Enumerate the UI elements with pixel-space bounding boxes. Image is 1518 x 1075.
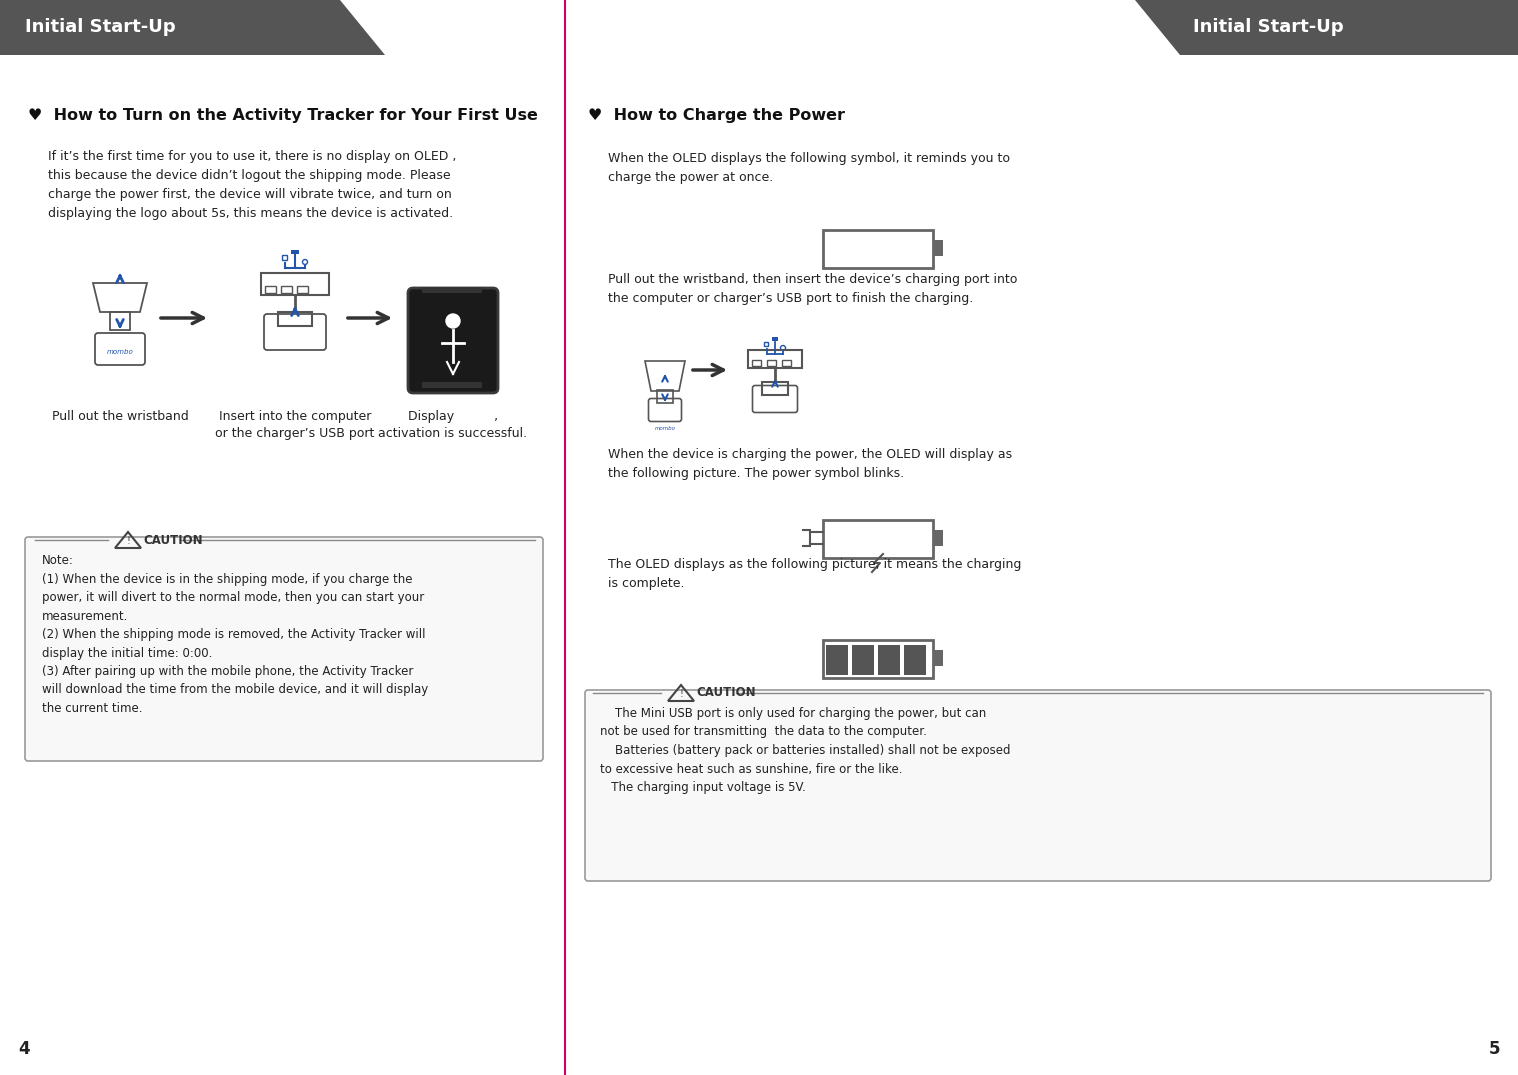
Bar (278, 312, 313, 326)
Text: 4: 4 (18, 1040, 30, 1058)
Text: !: ! (126, 536, 131, 546)
Bar (657, 390, 672, 403)
Bar (934, 240, 943, 256)
Bar (773, 336, 779, 341)
FancyBboxPatch shape (408, 288, 498, 393)
Bar (852, 645, 874, 675)
Text: The OLED displays as the following picture, it means the charging 
is complete.: The OLED displays as the following pictu… (609, 558, 1025, 590)
FancyBboxPatch shape (24, 538, 543, 761)
Text: If it’s the first time for you to use it, there is no display on OLED ,
this bec: If it’s the first time for you to use it… (49, 151, 457, 220)
Bar (298, 286, 308, 293)
Bar (877, 645, 900, 675)
Bar (934, 530, 943, 546)
Bar (762, 382, 788, 395)
Text: Insert into the computer
or the charger’s USB port: Insert into the computer or the charger’… (216, 410, 375, 440)
Bar (782, 360, 791, 366)
Text: 5: 5 (1489, 1040, 1500, 1058)
Text: The Mini USB port is only used for charging the power, but can
not be used for t: The Mini USB port is only used for charg… (600, 707, 1011, 794)
Bar (934, 650, 943, 666)
Bar (751, 360, 761, 366)
Bar (823, 640, 934, 678)
Text: Initial Start-Up: Initial Start-Up (1193, 18, 1343, 35)
Bar (281, 286, 291, 293)
Text: Note:
(1) When the device is in the shipping mode, if you charge the
power, it w: Note: (1) When the device is in the ship… (43, 554, 428, 715)
Text: ♥  How to Turn on the Activity Tracker for Your First Use: ♥ How to Turn on the Activity Tracker fo… (27, 108, 537, 123)
Text: When the device is charging the power, the OLED will display as
the following pi: When the device is charging the power, t… (609, 448, 1013, 481)
Text: mombo: mombo (106, 349, 134, 355)
Bar (905, 645, 926, 675)
Bar (823, 230, 934, 268)
Circle shape (446, 314, 460, 328)
FancyBboxPatch shape (584, 690, 1491, 881)
Polygon shape (1135, 0, 1518, 55)
Bar (826, 645, 849, 675)
Text: mombo: mombo (654, 426, 676, 430)
Bar (109, 312, 131, 330)
Bar (266, 286, 276, 293)
Text: CAUTION: CAUTION (695, 687, 756, 700)
Text: ♥  How to Charge the Power: ♥ How to Charge the Power (587, 108, 846, 123)
Bar (261, 273, 329, 295)
Text: !: ! (679, 689, 683, 699)
Bar (282, 255, 287, 260)
Bar (748, 350, 802, 368)
Text: Display          ,
activation is successful.: Display , activation is successful. (378, 410, 528, 440)
Bar (422, 382, 483, 388)
Bar (823, 520, 934, 558)
Text: When the OLED displays the following symbol, it reminds you to
charge the power : When the OLED displays the following sym… (609, 152, 1009, 184)
Text: Pull out the wristband, then insert the device’s charging port into
the computer: Pull out the wristband, then insert the … (609, 273, 1017, 305)
Text: CAUTION: CAUTION (143, 533, 202, 546)
Bar (764, 342, 768, 346)
Text: Initial Start-Up: Initial Start-Up (24, 18, 176, 35)
Polygon shape (0, 0, 386, 55)
Bar (291, 250, 299, 254)
Bar (767, 360, 776, 366)
Text: Pull out the wristband: Pull out the wristband (52, 410, 188, 422)
Bar (422, 287, 483, 293)
